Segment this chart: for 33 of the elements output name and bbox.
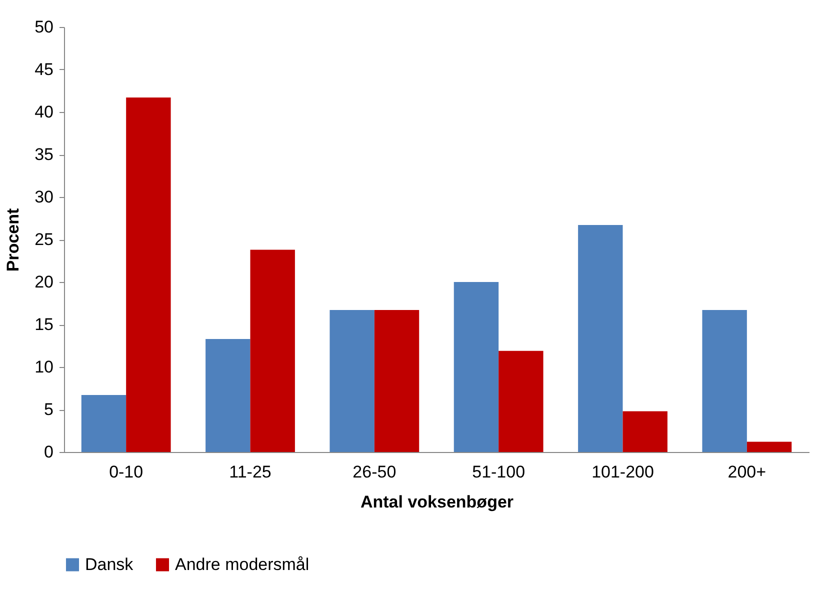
bar xyxy=(498,350,544,452)
y-tick-label: 50 xyxy=(34,18,54,36)
x-axis-title: Antal voksenbøger xyxy=(360,492,514,512)
x-tick-label: 11-25 xyxy=(229,462,272,482)
x-tick-label: 200+ xyxy=(728,462,766,482)
bar xyxy=(622,411,668,452)
y-tick-label: 25 xyxy=(34,230,54,249)
y-tick-label: 0 xyxy=(44,442,54,462)
y-tick-label: 35 xyxy=(34,145,54,164)
bar xyxy=(250,250,295,452)
x-tick-label: 0-10 xyxy=(109,462,144,482)
bar xyxy=(330,310,374,452)
bar xyxy=(578,225,623,452)
y-tick-label: 40 xyxy=(34,102,54,122)
bar xyxy=(126,98,171,452)
y-tick-label: 5 xyxy=(44,400,54,419)
bar xyxy=(746,442,792,452)
y-tick-label: 30 xyxy=(34,188,54,206)
x-tick-label: 51-100 xyxy=(472,462,526,482)
bar xyxy=(81,395,126,452)
y-tick-label: 15 xyxy=(34,315,54,334)
y-tick-label: 45 xyxy=(34,60,54,79)
legend-label: Dansk xyxy=(85,554,134,574)
legend-label: Andre modersmål xyxy=(175,554,310,574)
y-tick-label: 10 xyxy=(34,358,54,376)
y-axis-title: Procent xyxy=(4,208,23,272)
bar xyxy=(454,282,499,452)
x-tick-label: 101-200 xyxy=(592,462,654,482)
bar xyxy=(374,310,420,452)
bar xyxy=(206,338,250,452)
bar xyxy=(702,310,747,452)
x-tick-label: 26-50 xyxy=(352,462,396,482)
y-tick-label: 20 xyxy=(34,272,54,292)
